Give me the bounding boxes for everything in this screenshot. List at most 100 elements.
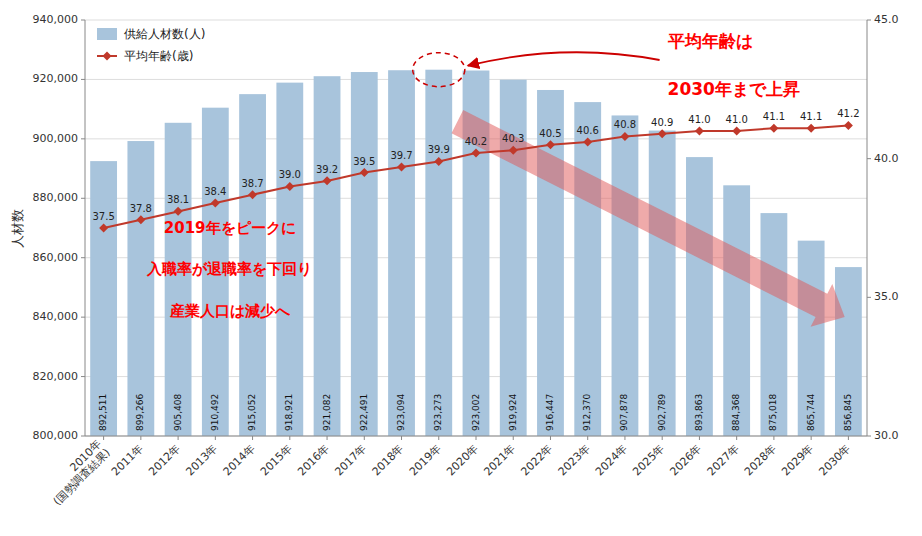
x-tick — [513, 436, 514, 440]
line-value-label: 40.6 — [577, 125, 599, 136]
bar-value-label: 875,018 — [768, 394, 778, 431]
y-tick — [81, 79, 85, 80]
bar-value-label: 856,845 — [843, 394, 853, 431]
x-tick — [178, 436, 179, 440]
x-tick-label-line: 2019年 — [407, 442, 444, 479]
line-value-label: 41.1 — [800, 111, 822, 122]
legend-label: 供給人材数(人) — [124, 27, 205, 41]
y-tick-label: 940,000 — [33, 13, 79, 26]
x-tick-label-line: 2017年 — [332, 442, 369, 479]
y-tick-label: 880,000 — [33, 191, 79, 204]
y-tick-label: 800,000 — [33, 429, 79, 442]
bar — [723, 185, 750, 436]
bar-value-label: 865,744 — [806, 394, 816, 431]
x-tick-label: 2013年 — [183, 442, 220, 479]
bar — [127, 141, 154, 436]
line-marker — [285, 182, 294, 191]
x-tick-label: 2024年 — [593, 442, 630, 479]
x-tick-label: 2012年 — [146, 442, 183, 479]
y-axis-line — [85, 20, 86, 436]
y2-tick — [867, 158, 871, 159]
x-tick — [550, 436, 551, 440]
bar — [388, 70, 415, 436]
x-tick-label: 2011年 — [109, 442, 146, 479]
x-tick — [140, 436, 141, 440]
x-tick-label-line: 2018年 — [370, 442, 407, 479]
line-value-label: 41.1 — [763, 111, 785, 122]
data-labels: 892,511899,266905,408910,492915,052918,9… — [92, 108, 859, 431]
legend: 供給人材数(人) 平均年齢(歳) — [97, 27, 205, 63]
line-value-label: 38.4 — [204, 186, 226, 197]
bar-value-label: 919,924 — [508, 394, 518, 431]
x-tick-label: 2026年 — [668, 442, 705, 479]
x-tick — [624, 436, 625, 440]
x-tick-label-line: 2024年 — [593, 442, 630, 479]
bar-value-label: 902,789 — [657, 394, 667, 431]
line-marker — [658, 129, 667, 138]
y-tick — [81, 436, 85, 437]
chart: 800,000820,000840,000860,000880,000900,0… — [0, 0, 922, 536]
x-tick-label: 2029年 — [779, 442, 816, 479]
line-marker — [397, 162, 406, 171]
x-tick-label-line: (国勢調査結果) — [51, 446, 113, 508]
x-tick — [848, 436, 849, 440]
legend-marker — [103, 52, 112, 61]
x-tick — [662, 436, 663, 440]
annotations: 平均年齢は2030年まで上昇2019年をピークに入職率が退職率を下回り産業人口は… — [146, 31, 800, 319]
x-tick-label: 2023年 — [556, 442, 593, 479]
x-tick — [438, 436, 439, 440]
bar — [425, 70, 452, 436]
x-tick-label: 2021年 — [481, 442, 518, 479]
bar-value-label: 923,273 — [433, 394, 443, 431]
x-tick-label: 2018年 — [370, 442, 407, 479]
y-tick — [81, 198, 85, 199]
x-tick-label: 2019年 — [407, 442, 444, 479]
line-value-label: 39.2 — [316, 164, 338, 175]
bar — [686, 157, 713, 436]
x-tick — [736, 436, 737, 440]
line-value-label: 41.2 — [837, 108, 859, 119]
bar — [314, 76, 341, 436]
bar-value-label: 922,491 — [359, 394, 369, 431]
x-tick — [699, 436, 700, 440]
bar-value-label: 918,921 — [284, 394, 294, 431]
y2-tick-label: 40.0 — [874, 152, 899, 165]
y-tick-label: 920,000 — [33, 72, 79, 85]
x-tick-label-line: 2016年 — [295, 442, 332, 479]
line-marker — [323, 176, 332, 185]
x-tick-label-line: 2026年 — [668, 442, 705, 479]
x-tick-label-line: 2030年 — [816, 442, 853, 479]
x-tick — [252, 436, 253, 440]
y-tick — [81, 317, 85, 318]
legend-label: 平均年齢(歳) — [124, 49, 193, 63]
y-axis-title: 人材数 — [10, 209, 25, 248]
x-tick — [811, 436, 812, 440]
x-tick-label-line: 2012年 — [146, 442, 183, 479]
bar — [574, 102, 601, 436]
line-value-label: 38.7 — [241, 178, 263, 189]
line-marker — [472, 149, 481, 158]
annotation: 入職率が退職率を下回り — [146, 260, 312, 278]
x-tick — [401, 436, 402, 440]
y2-tick-label: 30.0 — [874, 429, 899, 442]
x-tick-label-line: 2020年 — [444, 442, 481, 479]
axes: 800,000820,000840,000860,000880,000900,0… — [33, 13, 899, 508]
line — [104, 125, 849, 228]
x-tick-label-line: 2023年 — [556, 442, 593, 479]
y-tick — [81, 138, 85, 139]
x-tick-label-line: 2028年 — [742, 442, 779, 479]
x-tick-label-line: 2013年 — [183, 442, 220, 479]
x-tick — [476, 436, 477, 440]
line-value-label: 40.9 — [651, 117, 673, 128]
y-tick-label: 840,000 — [33, 310, 79, 323]
line-marker — [211, 199, 220, 208]
line-value-label: 40.8 — [614, 119, 636, 130]
bar-value-label: 907,878 — [619, 394, 629, 431]
y2-tick — [867, 20, 871, 21]
bar-value-label: 923,094 — [396, 394, 406, 431]
bar-value-label: 921,082 — [322, 394, 332, 431]
x-tick-label: 2015年 — [258, 442, 295, 479]
line-value-label: 41.0 — [726, 114, 748, 125]
y2-axis-line — [867, 20, 868, 436]
x-tick-label-line: 2014年 — [221, 442, 258, 479]
